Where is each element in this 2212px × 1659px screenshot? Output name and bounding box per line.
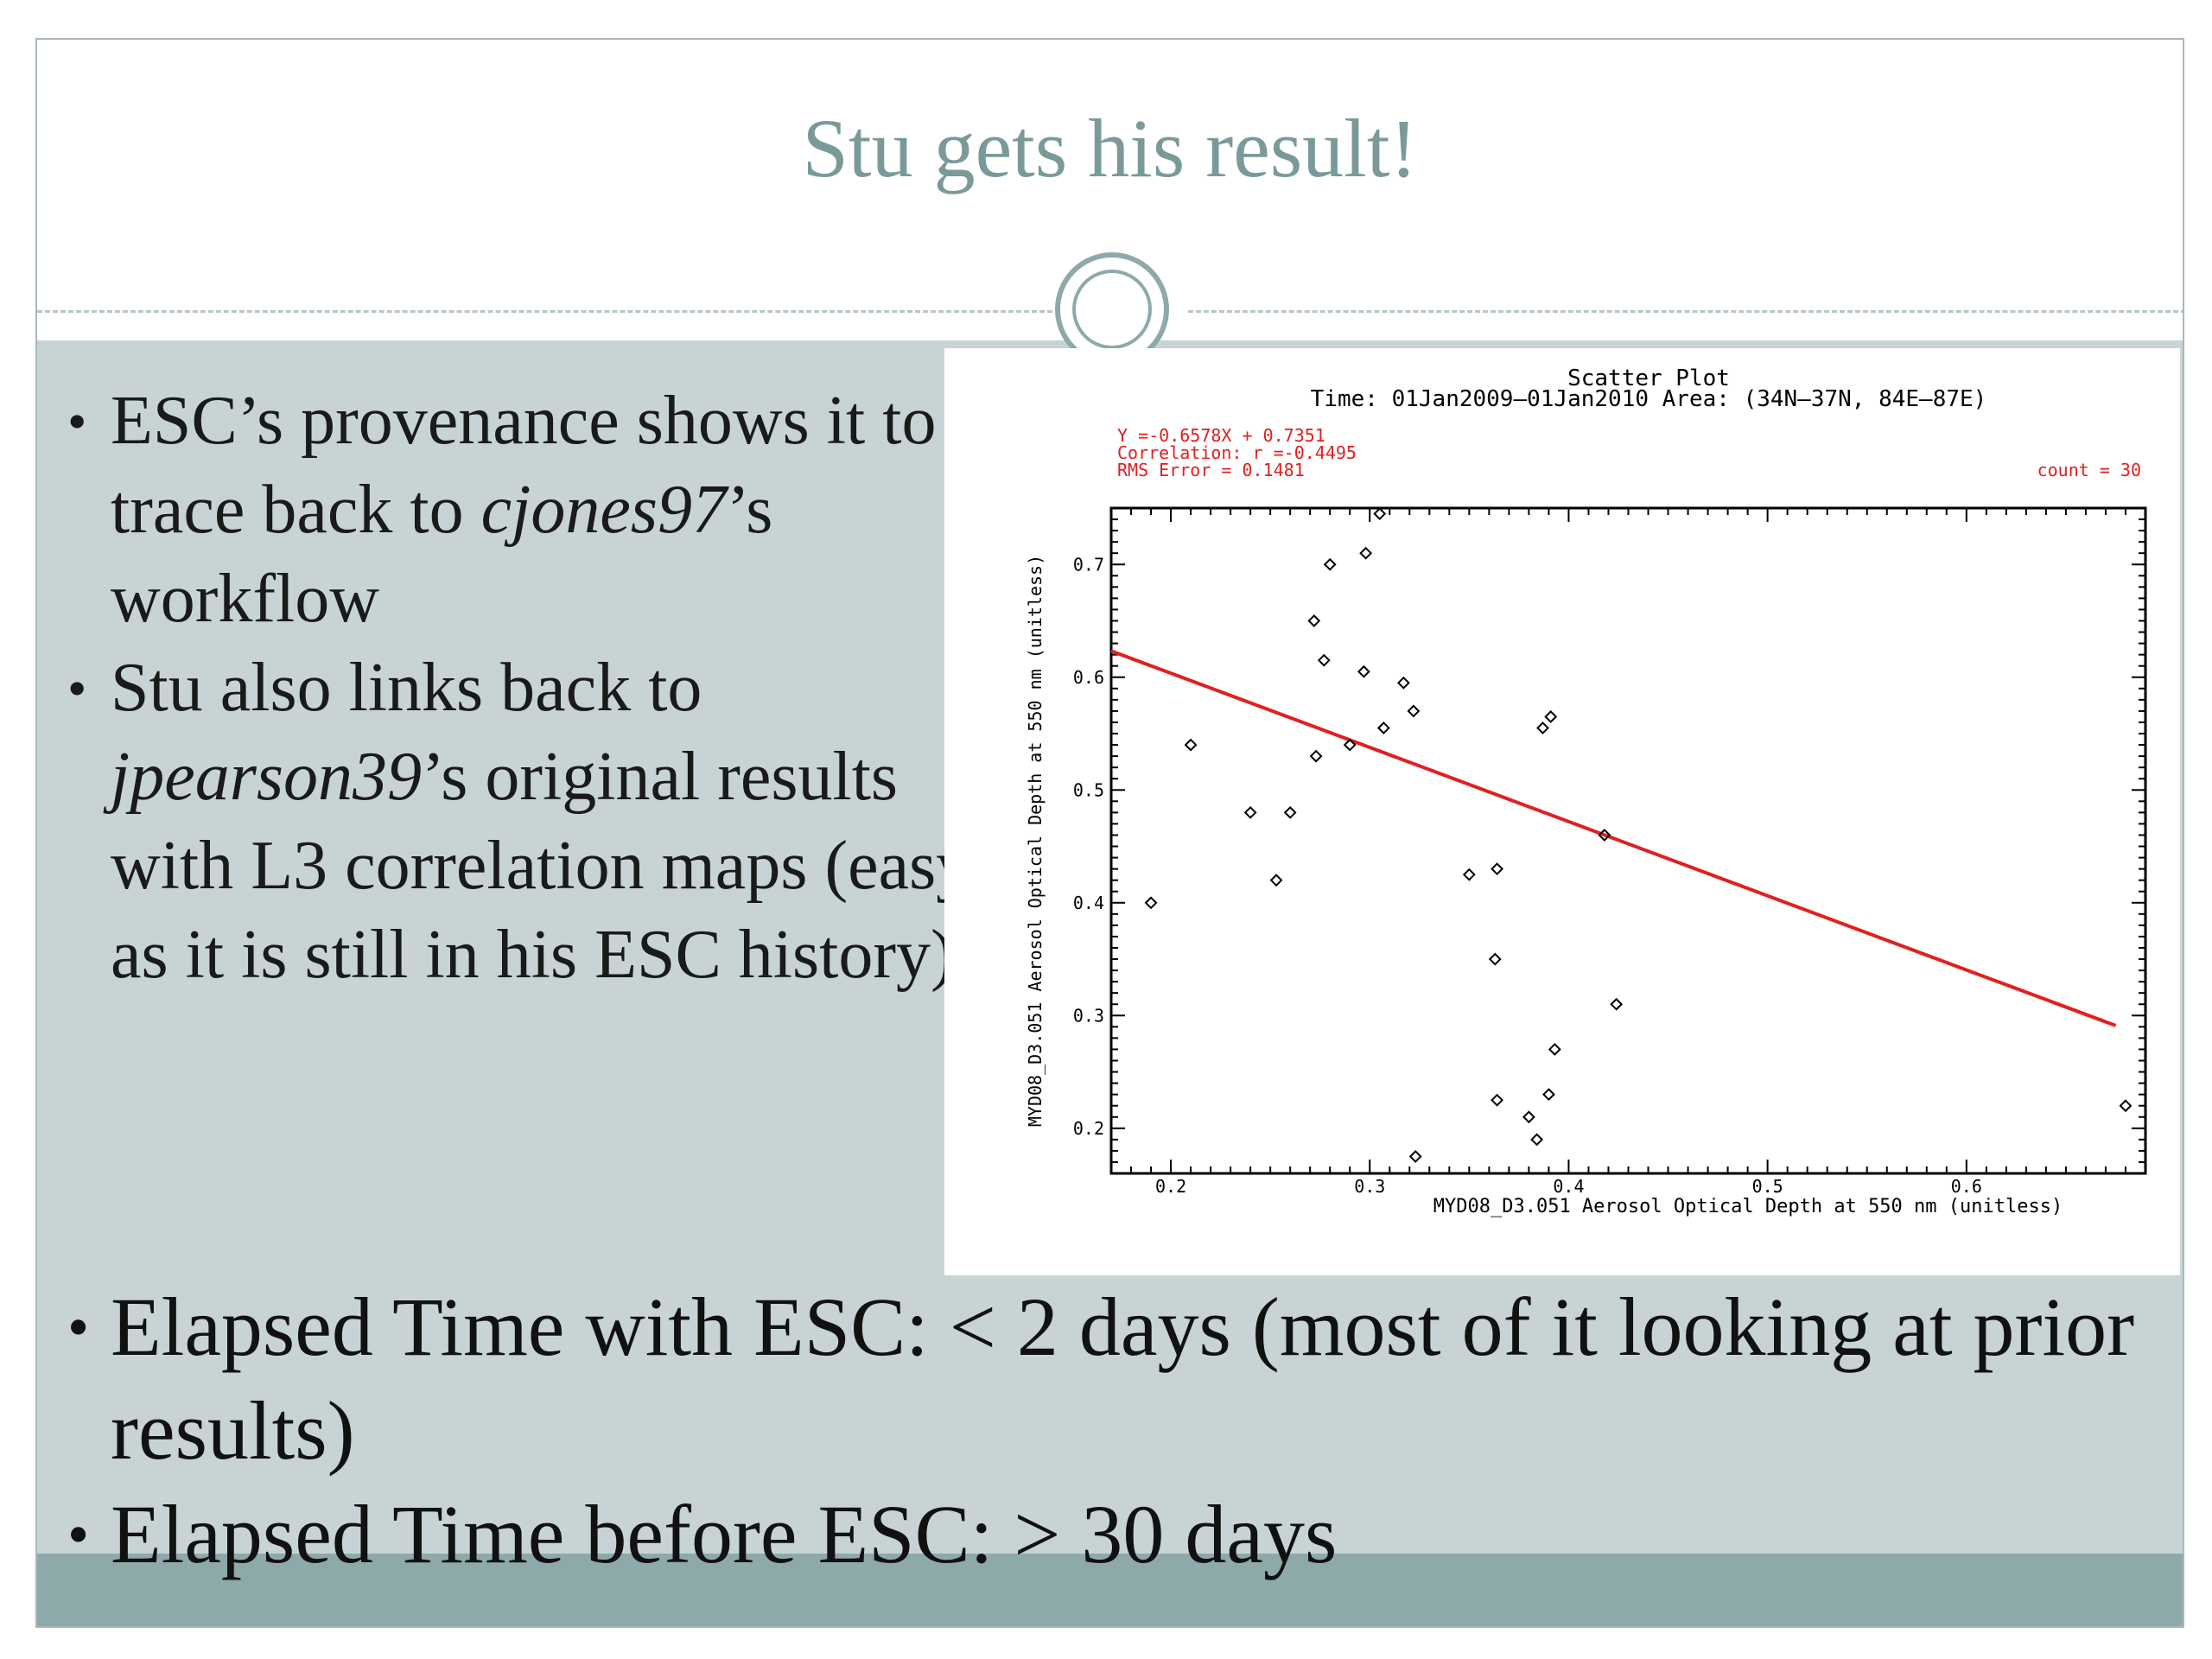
y-tick-label: 0.4 — [1073, 893, 1104, 913]
stat-line: Y =-0.6578X + 0.7351 — [1117, 425, 1325, 446]
x-tick-label: 0.6 — [1951, 1176, 1982, 1197]
data-point — [2119, 1099, 2133, 1113]
data-point — [1269, 874, 1283, 887]
slide-title: Stu gets his result! — [802, 102, 1418, 194]
data-point — [1283, 805, 1297, 819]
data-point — [1522, 1110, 1535, 1124]
data-point — [1359, 546, 1373, 560]
y-axis-label: MYD08_D3.051 Aerosol Optical Depth at 55… — [1025, 555, 1046, 1127]
bullet-username: cjones97 — [480, 472, 728, 548]
fit-line — [1110, 649, 2117, 1027]
stat-line: RMS Error = 0.1481 — [1117, 460, 1305, 480]
bullet-item: ESC’s provenance shows it to trace back … — [67, 377, 983, 644]
title-divider-right — [1188, 310, 2183, 313]
data-point — [1548, 1043, 1561, 1056]
x-tick-label: 0.5 — [1752, 1176, 1783, 1197]
data-point — [1243, 805, 1257, 819]
bottom-bullet-list: Elapsed Time with ESC: < 2 days (most of… — [67, 1275, 2141, 1586]
data-point — [1536, 721, 1549, 734]
title-divider-left — [37, 310, 1052, 313]
data-point — [1144, 896, 1158, 910]
data-point — [1376, 721, 1390, 734]
bullet-text: ’s workflow — [111, 472, 773, 637]
bullet-text: Stu also links back to — [111, 650, 702, 726]
data-point — [1184, 738, 1198, 752]
scatter-plot-image: 0.2 0.3 0.4 0.5 0.6 0.2 0.3 0.4 0.5 0.6 0.7 MYD08_D… — [944, 348, 2180, 1275]
data-point — [1323, 557, 1337, 571]
slide: Stu gets his result! ESC’s provenance sh… — [35, 38, 2184, 1628]
data-point — [1307, 614, 1321, 627]
bullet-list: ESC’s provenance shows it to trace back … — [67, 377, 983, 1000]
divider-circle-inner — [1072, 270, 1152, 349]
data-point — [1488, 952, 1502, 966]
data-point — [1462, 868, 1476, 881]
data-point — [1491, 1093, 1503, 1107]
x-tick-label: 0.3 — [1354, 1176, 1385, 1197]
count-label: count = 30 — [2037, 460, 2141, 480]
y-tick-label: 0.5 — [1073, 779, 1104, 800]
data-point — [1309, 749, 1323, 763]
y-tick-label: 0.7 — [1073, 554, 1104, 575]
y-tick-label: 0.6 — [1073, 667, 1104, 688]
data-point — [1598, 829, 1611, 842]
x-axis-label: MYD08_D3.051 Aerosol Optical Depth at 55… — [1433, 1196, 2063, 1217]
data-point — [1343, 738, 1357, 752]
scatter-plot: 0.2 0.3 0.4 0.5 0.6 0.2 0.3 0.4 0.5 0.6 0.7 MYD08_D… — [1025, 365, 2147, 1217]
bullet-username: jpearson39 — [111, 739, 422, 815]
bullet-text: ESC’s provenance shows it to trace back … — [111, 383, 937, 548]
data-point — [1396, 676, 1410, 690]
plot-frame — [1109, 506, 2147, 1175]
data-point — [1544, 710, 1558, 723]
x-tick-label: 0.4 — [1553, 1176, 1584, 1197]
chart-title: Scatter Plot — [1567, 365, 1730, 391]
chart-subtitle: Time: 01Jan2009–01Jan2010 Area: (34N–37N… — [1311, 386, 1987, 412]
bullet-text: ’s original results with L3 correlation … — [111, 739, 971, 993]
data-point — [1610, 997, 1624, 1011]
y-tick-label: 0.3 — [1073, 1005, 1104, 1026]
stat-line: Correlation: r =-0.4495 — [1117, 442, 1357, 463]
y-tick-label: 0.2 — [1073, 1118, 1104, 1139]
data-point — [1317, 653, 1331, 667]
bullet-item: Stu also links back to jpearson39’s orig… — [67, 644, 983, 1000]
bottom-bullet-item: Elapsed Time before ESC: > 30 days — [67, 1483, 2141, 1586]
data-point — [1491, 862, 1503, 876]
data-point — [1373, 507, 1387, 520]
x-tick-label: 0.2 — [1155, 1176, 1186, 1197]
data-point — [1542, 1088, 1555, 1102]
data-point — [1407, 704, 1421, 718]
data-point — [1357, 664, 1370, 678]
data-point — [1408, 1150, 1422, 1163]
data-point — [1530, 1133, 1544, 1147]
bottom-bullet-item: Elapsed Time with ESC: < 2 days (most of… — [67, 1275, 2141, 1483]
